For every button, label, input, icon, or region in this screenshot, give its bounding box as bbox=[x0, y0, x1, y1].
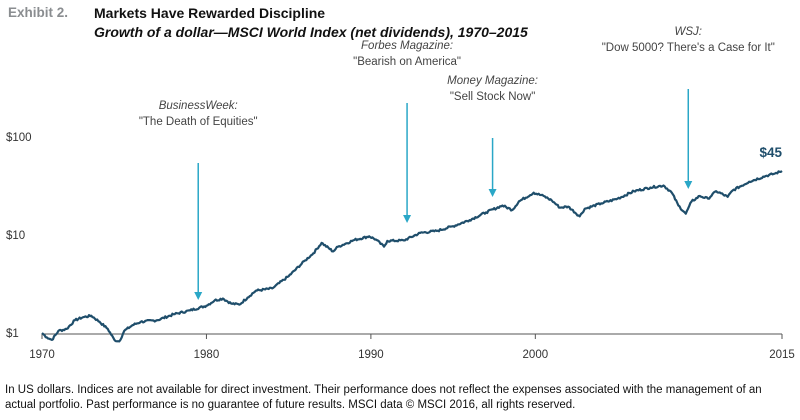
x-tick-label: 1980 bbox=[194, 349, 220, 361]
x-tick-label: 2015 bbox=[769, 349, 795, 361]
footnote: In US dollars. Indices are not available… bbox=[5, 384, 762, 411]
annotation-arrow-head bbox=[684, 181, 693, 189]
annotation-headline: "Bearish on America" bbox=[353, 56, 461, 68]
annotation-source: Forbes Magazine: bbox=[361, 40, 453, 52]
growth-chart: 1970 1980 1990 2000 2015 $1 $10 $100 $45 Business… bbox=[6, 26, 795, 361]
annotation-arrow-head bbox=[488, 189, 497, 197]
y-tick-label: $10 bbox=[6, 230, 25, 242]
exhibit-label: Exhibit 2. bbox=[8, 5, 69, 20]
end-value-label: $45 bbox=[759, 145, 782, 160]
x-tick-label: 1970 bbox=[29, 349, 55, 361]
annotation-source: BusinessWeek: bbox=[159, 100, 238, 112]
annotation-arrow-head bbox=[194, 292, 203, 300]
y-tick-label: $100 bbox=[6, 132, 32, 144]
chart-subtitle: Growth of a dollar—MSCI World Index (net… bbox=[94, 24, 528, 40]
annotation-source: WSJ: bbox=[675, 26, 702, 38]
x-tick-label: 2000 bbox=[523, 349, 549, 361]
annotation-headline: "The Death of Equities" bbox=[139, 116, 258, 128]
annotation-headline: "Sell Stock Now" bbox=[450, 91, 536, 103]
x-tick-label: 1990 bbox=[358, 349, 384, 361]
annotation-arrow-head bbox=[403, 215, 412, 223]
annotation-headline: "Dow 5000? There's a Case for It" bbox=[602, 42, 775, 54]
y-tick-label: $1 bbox=[6, 328, 19, 340]
chart-title: Markets Have Rewarded Discipline bbox=[94, 5, 326, 21]
annotation-source: Money Magazine: bbox=[447, 75, 538, 87]
series-line bbox=[41, 170, 783, 343]
